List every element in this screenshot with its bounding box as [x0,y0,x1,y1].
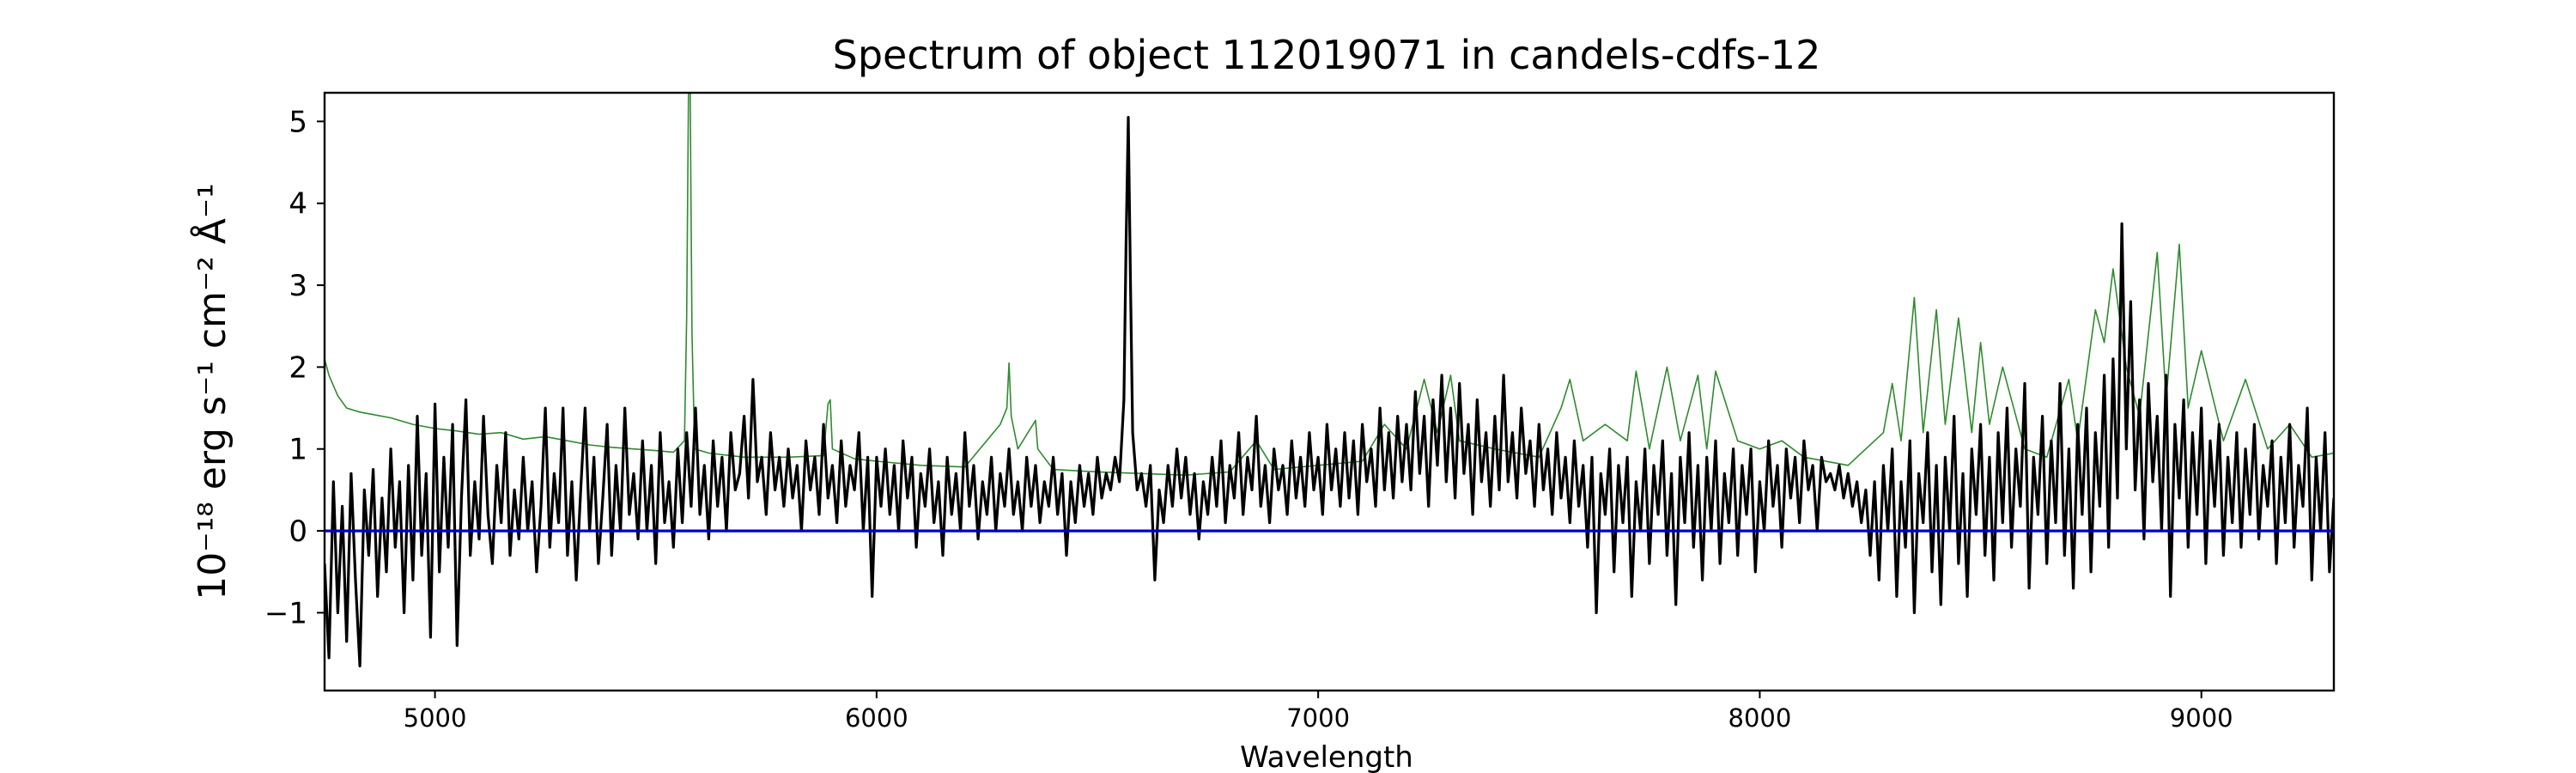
x-tick-label: 7000 [1286,703,1350,733]
x-tick-label: 6000 [845,703,908,733]
plot-frame [323,91,2336,692]
y-tick-label: 3 [289,269,307,303]
series-line-2 [325,116,2334,668]
y-tick-label: 5 [289,105,307,139]
y-tick-label: 0 [289,514,307,549]
y-axis-label: 10⁻¹⁸ erg s⁻¹ cm⁻² Å⁻¹ [189,183,234,600]
y-tick-label: 2 [289,350,307,385]
series-layer [325,93,2334,668]
x-tick-label: 5000 [404,703,467,733]
chart-title: Spectrum of object 112019071 in candels-… [833,32,1821,78]
y-tick-label: −1 [264,596,307,630]
x-tick-label: 9000 [2170,703,2233,733]
x-axis: 5000 6000 7000 8000 9000 [404,691,2233,733]
y-axis: −1 0 1 2 3 4 5 [264,105,325,630]
y-tick-label: 4 [289,187,307,222]
x-tick-label: 8000 [1728,703,1792,733]
x-axis-label: Wavelength [1240,740,1413,773]
y-tick-label: 1 [289,433,307,467]
